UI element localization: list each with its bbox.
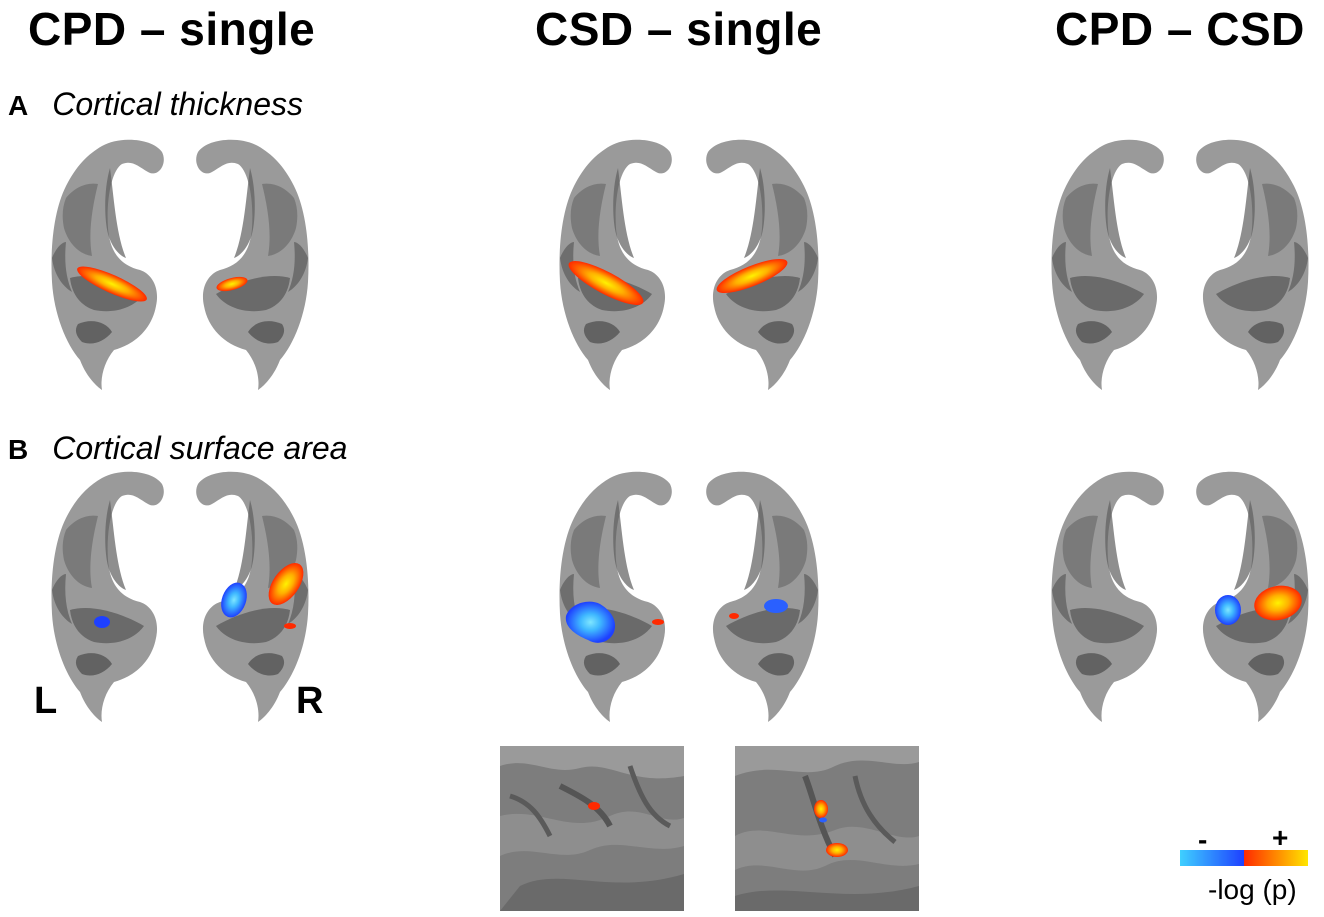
activation-cluster xyxy=(268,562,304,606)
row-label-b: B Cortical surface area xyxy=(8,430,347,467)
column-title-csd-single: CSD – single xyxy=(535,3,823,55)
activation-cluster xyxy=(221,582,247,618)
inset-right-zoom xyxy=(735,746,919,911)
brain-csd-single-thickness-right xyxy=(700,138,830,398)
row-letter-a: A xyxy=(8,90,29,121)
activation-cluster xyxy=(814,800,828,818)
column-title-cpd-single: CPD – single xyxy=(28,3,316,55)
colorbar-label: -log (p) xyxy=(1208,874,1297,905)
activation-cluster xyxy=(716,259,788,293)
activation-cluster xyxy=(77,266,147,302)
brain-cpd-single-thickness-left xyxy=(51,139,164,390)
activation-cluster xyxy=(729,613,739,619)
row-label-a: A Cortical thickness xyxy=(8,86,303,123)
activation-cluster xyxy=(588,802,600,810)
brain-cpd-csd-area-left xyxy=(1051,471,1164,722)
brain-csd-single-area-right xyxy=(700,470,830,730)
row-text-b: Cortical surface area xyxy=(52,430,348,466)
activation-cluster xyxy=(819,817,827,823)
colorbar-negative-sign: - xyxy=(1198,824,1208,855)
column-title-cpd-csd: CPD – CSD xyxy=(1055,3,1305,55)
hemisphere-label-left: L xyxy=(34,680,58,722)
hemisphere-label-right: R xyxy=(296,680,324,722)
activation-cluster xyxy=(826,843,848,857)
inset-left-zoom xyxy=(500,746,684,911)
brain-cpd-csd-area-right xyxy=(1190,470,1320,730)
activation-cluster xyxy=(1254,585,1302,621)
brain-cpd-single-area-right xyxy=(190,470,320,730)
brain-csd-single-area-left xyxy=(559,471,672,722)
activation-cluster xyxy=(565,601,616,643)
activation-cluster xyxy=(652,619,664,625)
colorbar-positive-sign: + xyxy=(1272,822,1289,853)
brain-csd-single-thickness-left xyxy=(559,139,672,390)
activation-cluster xyxy=(568,261,644,305)
brain-cpd-single-area-left xyxy=(51,471,164,722)
activation-cluster xyxy=(764,599,788,613)
activation-cluster xyxy=(1215,595,1241,625)
colorbar-negative xyxy=(1180,850,1244,866)
brain-cpd-csd-thickness-right xyxy=(1190,138,1320,398)
brain-cpd-csd-thickness-left xyxy=(1051,139,1164,390)
brain-cpd-single-thickness-right xyxy=(190,138,320,398)
activation-cluster xyxy=(216,276,248,292)
activation-cluster xyxy=(284,623,296,629)
activation-cluster xyxy=(94,616,110,628)
row-letter-b: B xyxy=(8,434,29,465)
colorbar-positive xyxy=(1244,850,1308,866)
row-text-a: Cortical thickness xyxy=(52,86,303,122)
colorbar xyxy=(1180,850,1308,866)
